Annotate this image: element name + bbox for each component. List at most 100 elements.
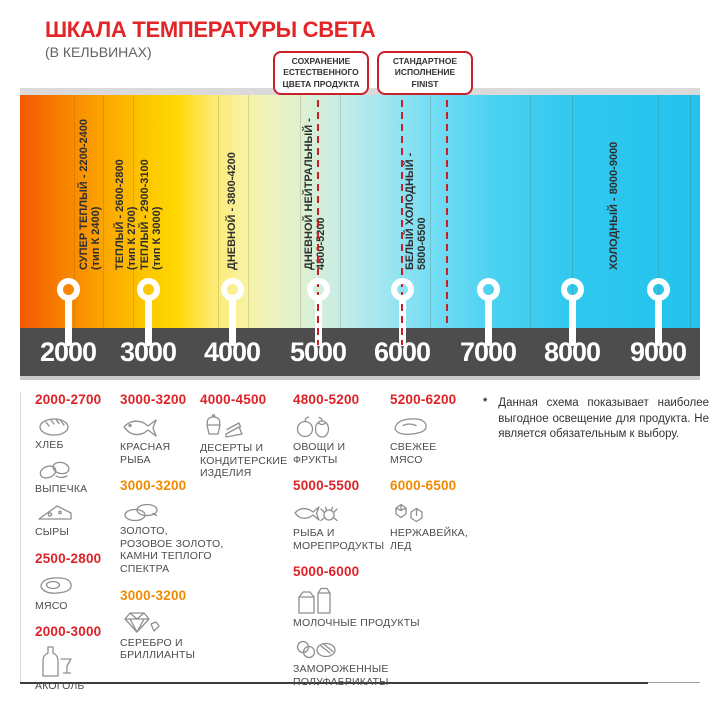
category-label: ХЛЕБ bbox=[35, 439, 64, 451]
zone-label-warm-2700: ТЕПЛЫЙ - 2600-2800 (тип К 2700) bbox=[114, 159, 138, 270]
callout-line: FINIST bbox=[411, 78, 439, 89]
zone-boundary-line bbox=[133, 95, 134, 328]
category-range: 5000-5500 bbox=[293, 478, 360, 494]
zone-boundary-line bbox=[690, 95, 691, 328]
category-label: ДЕСЕРТЫ И КОНДИТЕРСКИЕ ИЗДЕЛИЯ bbox=[200, 442, 288, 480]
category-column-2: 3000-3200 КРАСНАЯ РЫБА 3000-3200 ЗОЛОТО,… bbox=[120, 392, 224, 667]
zone-boundary-line bbox=[74, 95, 75, 328]
category-item: СЫРЫ bbox=[35, 500, 115, 539]
callout-finist-standard: СТАНДАРТНОЕ ИСПОЛНЕНИЕ FINIST bbox=[377, 51, 473, 96]
category-range: 2500-2800 bbox=[35, 550, 102, 566]
footnote-asterisk: * bbox=[483, 396, 488, 408]
category-column-1: 2000-2700 ХЛЕБ ВЫПЕЧКА bbox=[35, 392, 115, 698]
category-label: СЕРЕБРО И БРИЛЛИАНТЫ bbox=[120, 636, 196, 662]
zone-boundary-line bbox=[340, 95, 341, 328]
marker-ring-9000 bbox=[646, 278, 670, 301]
category-group: 5000-5500 РЫБА И МОРЕПРОДУКТЫ bbox=[293, 478, 413, 552]
page-subtitle: (В КЕЛЬВИНАХ) bbox=[45, 44, 152, 60]
category-item: СВЕЖЕЕ МЯСО bbox=[390, 413, 482, 466]
category-label: ЗОЛОТО, РОЗОВОЕ ЗОЛОТО, КАМНИ ТЕПЛОГО СП… bbox=[120, 525, 224, 575]
category-group: 5200-6200 СВЕЖЕЕ МЯСО bbox=[390, 392, 482, 466]
category-range: 2000-3000 bbox=[35, 624, 102, 640]
bread-icon bbox=[39, 418, 69, 436]
marker-ring-5000 bbox=[306, 278, 330, 301]
tick-9000: 9000 bbox=[629, 337, 687, 367]
category-label: НЕРЖАВЕЙКА, ЛЕД bbox=[390, 527, 468, 552]
marker-stem-4000 bbox=[228, 296, 236, 346]
callout-line: СОХРАНЕНИЕ bbox=[291, 56, 351, 66]
seafood-icon bbox=[294, 506, 338, 522]
tick-6000: 6000 bbox=[373, 337, 431, 367]
zone-boundary-line bbox=[572, 95, 573, 328]
category-group: 4800-5200 ОВОЩИ И ФРУКТЫ bbox=[293, 392, 413, 466]
dashed-line-5000k bbox=[317, 88, 319, 345]
tick-5000: 5000 bbox=[289, 337, 347, 367]
category-label: КРАСНАЯ РЫБА bbox=[120, 441, 171, 466]
zone-label-daylight: ДНЕВНОЙ - 3800-4200 bbox=[226, 152, 238, 270]
category-item: НЕРЖАВЕЙКА, ЛЕД bbox=[390, 499, 482, 552]
meat-icon bbox=[40, 577, 72, 594]
kelvin-gradient-band bbox=[20, 95, 700, 328]
fish-icon bbox=[123, 419, 157, 437]
category-item: МОЛОЧНЫЕ ПРОДУКТЫ bbox=[293, 585, 420, 630]
bottom-border-line-light bbox=[648, 682, 700, 683]
milk-icon bbox=[298, 588, 331, 615]
category-range: 4000-4500 bbox=[200, 392, 267, 407]
marker-ring-4000 bbox=[220, 278, 244, 301]
category-group: 3000-3200 ЗОЛОТО, РОЗОВОЕ ЗОЛОТО, КАМНИ … bbox=[120, 478, 224, 575]
category-range: 2000-2700 bbox=[35, 392, 102, 407]
marker-ring-6000 bbox=[390, 278, 414, 301]
callout-line: ИСПОЛНЕНИЕ bbox=[394, 67, 456, 78]
ice-icon bbox=[395, 504, 423, 523]
category-range: 4800-5200 bbox=[293, 392, 360, 407]
marker-ring-7000 bbox=[476, 278, 500, 301]
category-range: 5000-6000 bbox=[293, 564, 360, 580]
marker-stem-9000 bbox=[654, 296, 662, 346]
category-group: 5000-6000 МОЛОЧНЫЕ ПРОДУКТЫ ЗАМОРОЖЕННЫЕ… bbox=[293, 564, 420, 688]
kelvin-scale-bar bbox=[20, 328, 700, 376]
category-item: МЯСО bbox=[35, 572, 115, 613]
zone-label-daylight-neutral: ДНЕВНОЙ НЕЙТРАЛЬНЫЙ - 4800-5200 bbox=[303, 118, 327, 270]
tick-2000: 2000 bbox=[39, 337, 97, 367]
category-item: РЫБА И МОРЕПРОДУКТЫ bbox=[293, 499, 413, 552]
category-label: ОВОЩИ И ФРУКТЫ bbox=[293, 441, 346, 466]
category-item: ДЕСЕРТЫ И КОНДИТЕРСКИЕ ИЗДЕЛИЯ bbox=[200, 413, 295, 480]
category-group: 6000-6500 НЕРЖАВЕЙКА, ЛЕД bbox=[390, 478, 482, 552]
rings-icon bbox=[124, 504, 158, 522]
category-item: ЗАМОРОЖЕННЫЕ ПОЛУФАБРИКАТЫ bbox=[293, 635, 413, 688]
category-group: 2000-3000 АКОГОЛЬ bbox=[35, 624, 115, 693]
callout-line: ЦВЕТА ПРОДУКТА bbox=[282, 78, 360, 89]
left-border-line bbox=[20, 392, 21, 683]
zone-boundary-line bbox=[658, 95, 659, 328]
category-column-4: 4800-5200 ОВОЩИ И ФРУКТЫ 5000-5500 bbox=[293, 392, 420, 693]
category-column-3: 4000-4500 ДЕСЕРТЫ И КОНДИТЕРСКИЕ ИЗДЕЛИЯ bbox=[200, 392, 295, 485]
category-range: 5200-6200 bbox=[390, 392, 457, 407]
category-group: 3000-3200 КРАСНАЯ РЫБА bbox=[120, 392, 210, 466]
category-label: РЫБА И МОРЕПРОДУКТЫ bbox=[293, 527, 385, 552]
category-column-5: 5200-6200 СВЕЖЕЕ МЯСО 6000-6500 НЕРЖАВЕЙ… bbox=[390, 392, 482, 557]
desserts-icon bbox=[206, 414, 243, 438]
category-group: 2500-2800 МЯСО bbox=[35, 551, 115, 613]
category-label: МОЛОЧНЫЕ ПРОДУКТЫ bbox=[293, 617, 420, 630]
category-group: 3000-3200 СЕРЕБРО И БРИЛЛИАНТЫ bbox=[120, 588, 210, 662]
zone-label-super-warm: СУПЕР ТЕПЛЫЙ - 2200-2400 (тип К 2400) bbox=[78, 118, 102, 270]
marker-ring-8000 bbox=[560, 278, 584, 301]
marker-stem-2000 bbox=[64, 296, 72, 346]
zone-boundary-line bbox=[300, 95, 301, 328]
zone-boundary-line bbox=[248, 95, 249, 328]
category-group: 4000-4500 ДЕСЕРТЫ И КОНДИТЕРСКИЕ ИЗДЕЛИЯ bbox=[200, 392, 295, 480]
tick-4000: 4000 bbox=[203, 337, 261, 367]
category-range: 3000-3200 bbox=[120, 587, 187, 603]
cheese-icon bbox=[38, 505, 72, 520]
category-item: АКОГОЛЬ bbox=[35, 645, 115, 693]
alcohol-icon bbox=[42, 646, 72, 678]
category-item: КРАСНАЯ РЫБА bbox=[120, 413, 210, 466]
zone-label-warm-3000: ТЕПЛЫЙ - 2900-3100 (тип К 3000) bbox=[139, 159, 163, 270]
tick-7000: 7000 bbox=[459, 337, 517, 367]
zone-boundary-line bbox=[103, 95, 104, 328]
category-item: СЕРЕБРО И БРИЛЛИАНТЫ bbox=[120, 609, 210, 662]
marker-stem-8000 bbox=[568, 296, 576, 346]
category-label: МЯСО bbox=[35, 599, 68, 612]
category-label: ЗАМОРОЖЕННЫЕ ПОЛУФАБРИКАТЫ bbox=[293, 662, 389, 688]
